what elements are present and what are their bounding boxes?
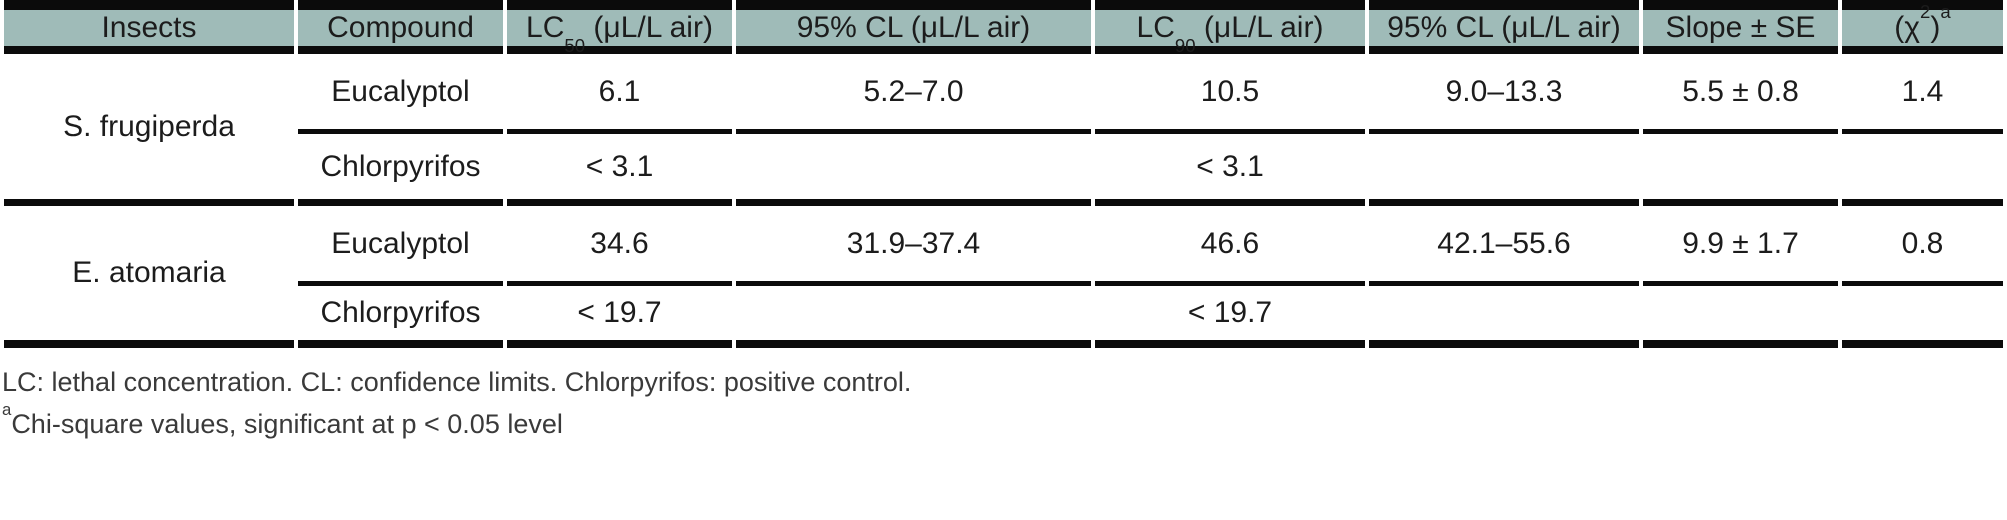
table-cell-slope — [1643, 134, 1838, 206]
column-header-lc90: LC90 (μL/L air) — [1095, 0, 1365, 57]
footnote-abbreviations: LC: lethal concentration. CL: confidence… — [2, 367, 912, 397]
table-cell-cl90 — [1369, 286, 1639, 348]
table-cell-slope: 5.5 ± 0.8 — [1643, 54, 1838, 134]
header-label: LC — [526, 11, 565, 44]
insect-group-label: E. atomaria — [4, 206, 294, 348]
header-label: Insects — [101, 11, 197, 44]
table-cell-cl50 — [736, 286, 1091, 348]
table-cell-lc90: 46.6 — [1095, 206, 1365, 286]
table-cell-chi: 0.8 — [1842, 206, 2003, 286]
table-cell-lc50: < 19.7 — [507, 286, 732, 348]
table-cell-lc50: 6.1 — [507, 54, 732, 134]
table-cell-compound: Eucalyptol — [298, 206, 503, 286]
table-cell-compound: Chlorpyrifos — [298, 134, 503, 206]
footnote-text: Chi-square values, significant at p < 0.… — [11, 408, 563, 439]
header-label: (μL/L air) — [585, 11, 713, 44]
footnote-chi-square: aChi-square values, significant at p < 0… — [2, 401, 2007, 446]
column-header-95cl-lc50: 95% CL (μL/L air) — [736, 0, 1091, 54]
table-cell-lc50: < 3.1 — [507, 134, 732, 206]
table-row: Chlorpyrifos < 19.7 < 19.7 — [4, 286, 2003, 348]
table-cell-chi — [1842, 134, 2003, 206]
header-label: ) — [1930, 11, 1941, 44]
table-cell-cl90 — [1369, 134, 1639, 206]
table-cell-chi — [1842, 286, 2003, 348]
header-label: (μL/L air) — [1195, 11, 1324, 44]
column-header-insects: Insects — [4, 0, 294, 54]
header-label: 95% CL (μL/L air) — [796, 11, 1031, 44]
table-cell-compound: Eucalyptol — [298, 54, 503, 134]
header-label: (χ — [1894, 11, 1921, 44]
header-label: Compound — [327, 11, 474, 44]
column-header-slope: Slope ± SE — [1643, 0, 1838, 54]
footnote-marker: a — [1940, 0, 1951, 22]
column-header-95cl-lc90: 95% CL (μL/L air) — [1369, 0, 1639, 54]
toxicity-table: Insects Compound LC50 (μL/L air) 95% CL … — [4, 0, 2003, 348]
subscript: 50 — [564, 35, 586, 57]
subscript: 90 — [1174, 35, 1196, 57]
table-cell-cl90: 9.0–13.3 — [1369, 54, 1639, 134]
table-cell-lc90: < 19.7 — [1095, 286, 1365, 348]
header-label: Slope ± SE — [1665, 11, 1816, 44]
table-header-row: Insects Compound LC50 (μL/L air) 95% CL … — [4, 0, 2003, 57]
table-row: S. frugiperda Eucalyptol 6.1 5.2–7.0 10.… — [4, 54, 2003, 206]
header-label: 95% CL (μL/L air) — [1387, 11, 1621, 44]
footnote-marker: a — [2, 400, 12, 420]
table-cell-lc90: < 3.1 — [1095, 134, 1365, 206]
superscript: 2 — [1920, 0, 1931, 22]
table-cell-cl50: 31.9–37.4 — [736, 206, 1091, 286]
table-cell-cl50: 5.2–7.0 — [736, 54, 1091, 134]
table-cell-cl90: 42.1–55.6 — [1369, 206, 1639, 286]
table-cell-slope — [1643, 286, 1838, 348]
column-header-compound: Compound — [298, 0, 503, 54]
column-header-lc50: LC50 (μL/L air) — [507, 0, 732, 57]
table-row: Chlorpyrifos < 3.1 < 3.1 — [4, 134, 2003, 206]
table-cell-compound: Chlorpyrifos — [298, 286, 503, 348]
table-row: E. atomaria Eucalyptol 34.6 31.9–37.4 46… — [4, 206, 2003, 348]
table-cell-lc90: 10.5 — [1095, 54, 1365, 134]
table-cell-chi: 1.4 — [1842, 54, 2003, 134]
table-cell-lc50: 34.6 — [507, 206, 732, 286]
insect-group-label: S. frugiperda — [4, 54, 294, 206]
table-footnotes: LC: lethal concentration. CL: confidence… — [2, 362, 2007, 446]
header-label: LC — [1136, 11, 1175, 44]
column-header-chi-square: (χ2)a — [1842, 0, 2003, 54]
table-cell-slope: 9.9 ± 1.7 — [1643, 206, 1838, 286]
table-cell-cl50 — [736, 134, 1091, 206]
